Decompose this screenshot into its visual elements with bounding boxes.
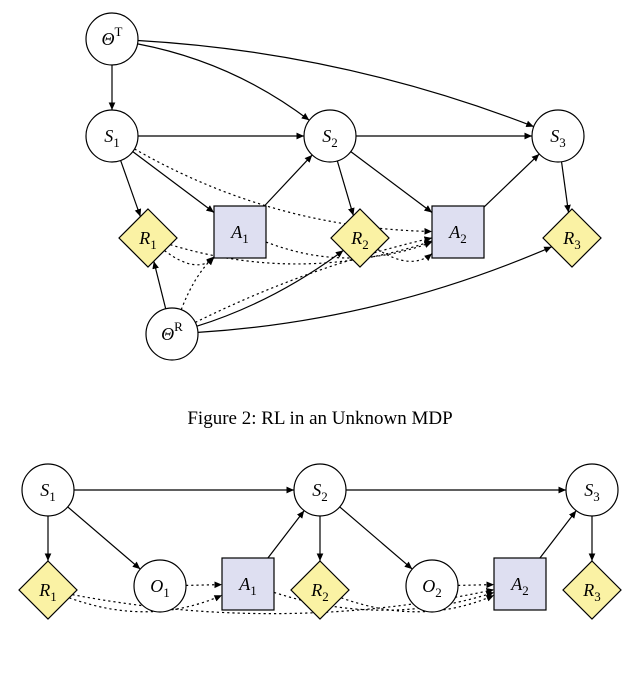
figure-caption: Figure 2: RL in an Unknown MDP xyxy=(187,408,452,429)
edge-dotted xyxy=(164,251,214,265)
diagram-svg: ΘTΘRS1S2S3A1A2R1R2R3S1S2S3O1O2A1A2R1R2R3… xyxy=(0,0,640,674)
edge-solid xyxy=(68,507,141,569)
edge-solid xyxy=(198,247,552,333)
edge-solid xyxy=(540,511,576,558)
edge-solid xyxy=(340,507,413,569)
edge-dotted xyxy=(135,149,432,232)
edge-dotted xyxy=(186,585,222,586)
edge-dotted xyxy=(458,585,494,586)
edge-solid xyxy=(154,261,166,309)
edge-solid xyxy=(351,152,432,213)
edge-solid xyxy=(197,250,344,326)
edge-solid xyxy=(484,154,539,207)
edge-solid xyxy=(121,161,141,217)
edge-solid xyxy=(133,152,214,213)
edges xyxy=(112,40,569,332)
edge-solid xyxy=(138,44,310,120)
edge-solid xyxy=(268,511,304,558)
edge-solid xyxy=(264,155,312,206)
nodes: ΘTΘRS1S2S3A1A2R1R2R3 xyxy=(86,13,601,360)
edge-solid xyxy=(337,161,353,216)
edge-solid xyxy=(562,162,569,213)
